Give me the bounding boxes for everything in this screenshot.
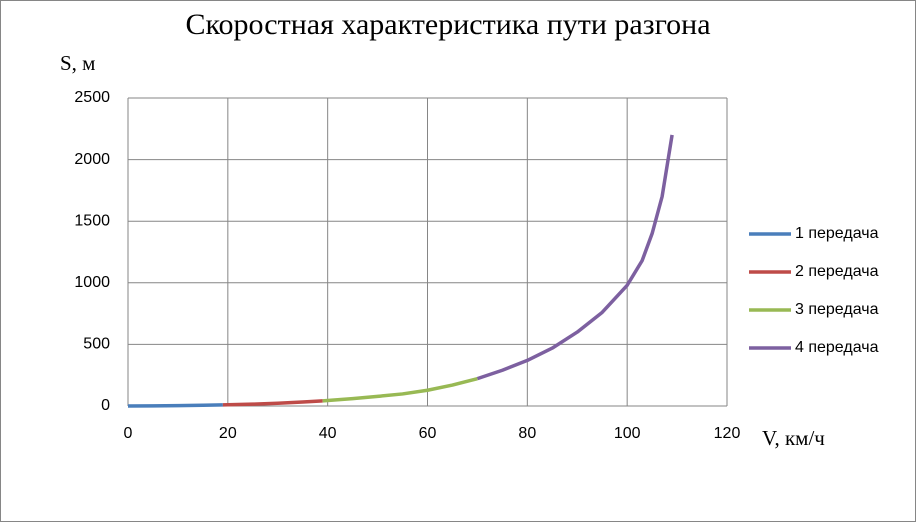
chart-title: Скоростная характеристика пути разгона: [185, 8, 710, 41]
y-tick-label: 1000: [74, 274, 110, 291]
series-line: [322, 376, 478, 403]
x-tick-label: 80: [518, 425, 536, 442]
y-tick-label: 2500: [74, 89, 110, 106]
y-tick-label: 500: [83, 336, 110, 353]
series-line: [222, 399, 323, 407]
x-tick-label: 60: [419, 425, 437, 442]
legend-label: 1 передача: [795, 225, 879, 242]
y-tick-label: 1500: [74, 212, 110, 229]
series-line: [127, 403, 223, 408]
x-tick-label: 20: [219, 425, 237, 442]
y-tick-label: 2000: [74, 151, 110, 168]
series-line: [476, 134, 674, 381]
legend-label: 2 передача: [795, 263, 879, 280]
y-axis-label: S, м: [60, 51, 95, 75]
x-tick-label: 100: [614, 425, 641, 442]
y-tick-label: 0: [101, 397, 110, 414]
x-tick-label: 0: [124, 425, 133, 442]
x-tick-label: 120: [714, 425, 741, 442]
x-axis-label: V, км/ч: [762, 426, 825, 450]
legend-label: 3 передача: [795, 301, 879, 318]
legend-label: 4 передача: [795, 339, 879, 356]
x-tick-label: 40: [319, 425, 337, 442]
